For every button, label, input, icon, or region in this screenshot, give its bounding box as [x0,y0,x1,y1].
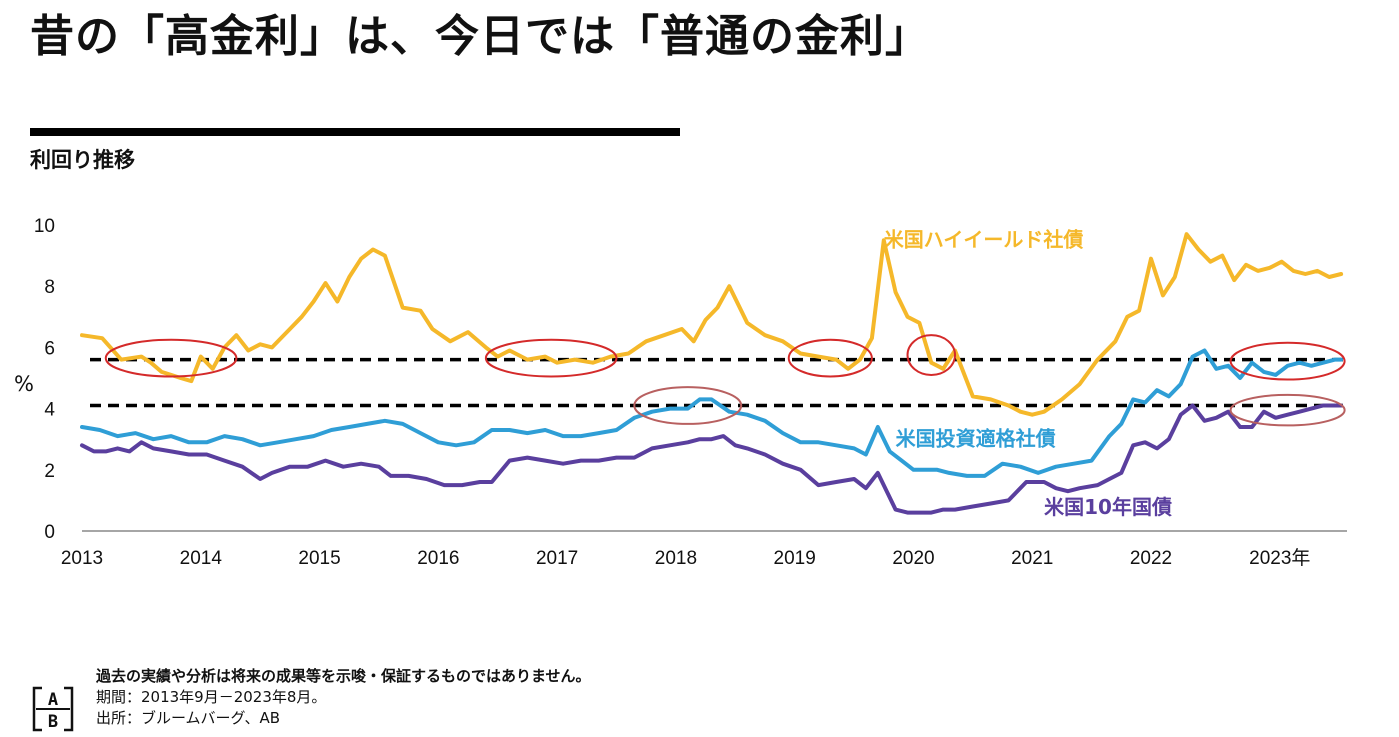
series-label: 米国10年国債 [1044,495,1172,519]
series-label: 米国投資適格社債 [896,426,1056,450]
y-tick-label: 8 [44,277,55,298]
y-tick-label: 6 [44,338,55,359]
highlight-ellipse [906,334,957,376]
x-tick-label: 2016 [417,548,459,569]
y-tick-label: 10 [34,216,55,237]
svg-text:A: A [48,690,58,710]
svg-text:B: B [48,712,58,732]
x-tick-label: 2019 [774,548,816,569]
x-tick-label: 2020 [892,548,934,569]
highlight-ellipse [1229,341,1346,381]
title-divider [30,128,680,136]
series-line [80,403,1344,515]
y-tick-label: 2 [44,461,55,482]
x-tick-label: 2023年 [1249,547,1310,569]
x-tick-label: 2014 [180,548,223,569]
x-tick-label: 2018 [655,548,697,569]
footer-period: 期間：2013年9月－2023年8月。 [96,688,327,706]
highlight-ellipse [633,386,743,425]
x-tick-label: 2022 [1130,548,1172,569]
ab-logo: A B [32,686,74,732]
series-line [80,348,1344,478]
y-axis-unit-label: % [14,372,34,396]
footer-notes: 過去の実績や分析は将来の成果等を示唆・保証するものではありません。 期間：201… [96,666,591,729]
footer-source: 出所：ブルームバーグ、AB [96,709,281,727]
highlight-ellipse [787,338,873,378]
yield-line-chart: 0 2 4 6 8 10 2013 2014 2015 2016 2017 2018 2019 2020 2… [34,216,1348,569]
y-tick-label: 4 [44,400,55,421]
series-line [80,232,1344,417]
series-label: 米国ハイイールド社債 [884,227,1084,251]
page-title: 昔の「高金利」は、今日では「普通の金利」 [30,11,930,62]
x-tick-label: 2013 [61,548,103,569]
highlight-ellipse [104,338,238,378]
x-tick-label: 2017 [536,548,578,569]
y-tick-label: 0 [44,522,55,543]
x-tick-label: 2015 [298,548,340,569]
footer-disclaimer: 過去の実績や分析は将来の成果等を示唆・保証するものではありません。 [96,667,591,685]
highlight-ellipse [1229,393,1346,427]
highlight-ellipse [484,338,618,378]
x-tick-label: 2021 [1011,548,1053,569]
chart-subtitle: 利回り推移 [30,148,135,172]
